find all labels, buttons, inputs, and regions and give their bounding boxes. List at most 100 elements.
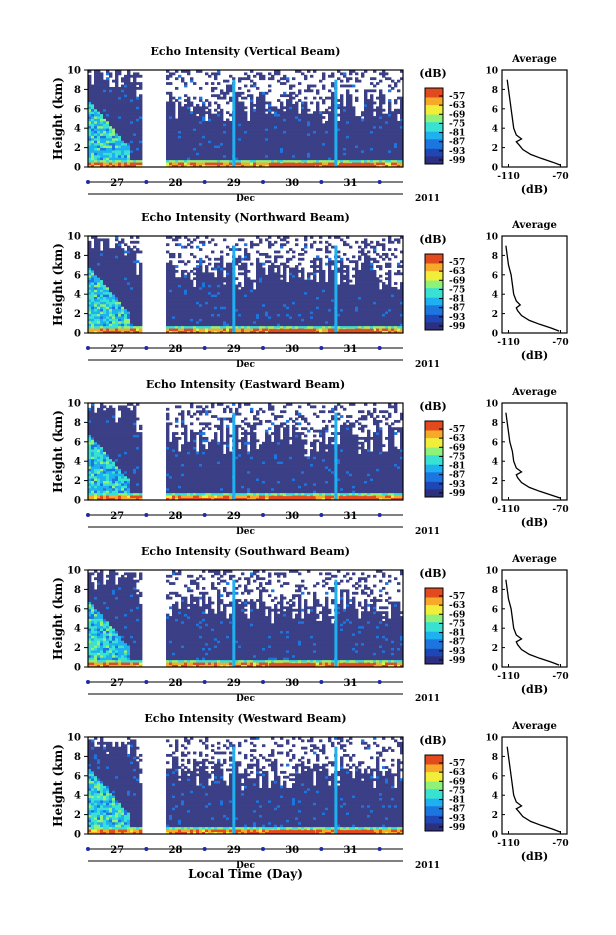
heatmap-cell [94, 157, 97, 160]
heatmap-cell [256, 265, 259, 268]
x-tick-label: 31 [344, 178, 358, 189]
heatmap-cell [274, 282, 277, 285]
heatmap-cell [112, 275, 115, 278]
heatmap-cell [94, 97, 97, 100]
heatmap-cell [265, 299, 268, 302]
heatmap-cell [124, 152, 127, 155]
heatmap-cell [259, 94, 262, 97]
heatmap-cell [289, 150, 292, 153]
heatmap-cell [283, 318, 286, 321]
heatmap-cell [136, 104, 139, 107]
heatmap-cell [178, 143, 181, 146]
heatmap-cell [268, 241, 271, 244]
heatmap-cell [109, 99, 112, 102]
heatmap-cell [193, 318, 196, 321]
heatmap-cell [220, 287, 223, 290]
heatmap-cell [217, 133, 220, 136]
heatmap-cell [103, 160, 106, 163]
heatmap-cell [286, 321, 289, 324]
heatmap-cell [268, 85, 271, 88]
heatmap-cell [127, 297, 130, 300]
heatmap-cell [262, 272, 265, 275]
heatmap-cell [244, 326, 247, 329]
heatmap-cell [118, 109, 121, 112]
heatmap-cell [229, 114, 232, 117]
heatmap-cell [277, 152, 280, 155]
heatmap-cell [268, 126, 271, 129]
heatmap-cell [193, 160, 196, 163]
heatmap-cell [130, 150, 133, 153]
heatmap-cell [322, 99, 325, 102]
heatmap-cell [367, 126, 370, 129]
heatmap-cell [112, 263, 115, 266]
heatmap-cell [364, 131, 367, 134]
heatmap-cell [214, 131, 217, 134]
heatmap-cell [118, 94, 121, 97]
heatmap-cell [190, 321, 193, 324]
heatmap-cell [106, 94, 109, 97]
heatmap-cell [166, 318, 169, 321]
heatmap-cell [349, 148, 352, 151]
heatmap-cell [244, 255, 247, 258]
heatmap-cell [184, 162, 187, 165]
heatmap-cell [244, 128, 247, 131]
heatmap-cell [196, 287, 199, 290]
heatmap-cell [349, 155, 352, 158]
heatmap-cell [307, 116, 310, 119]
heatmap-cell [331, 148, 334, 151]
heatmap-cell [295, 114, 298, 117]
heatmap-cell [349, 121, 352, 124]
heatmap-cell [304, 89, 307, 92]
heatmap-cell [238, 272, 241, 275]
heatmap-cell [199, 109, 202, 112]
heatmap-cell [241, 143, 244, 146]
heatmap-cell [115, 72, 118, 75]
heatmap-cell [118, 131, 121, 134]
heatmap-cell [94, 255, 97, 258]
heatmap-cell [211, 277, 214, 280]
heatmap-cell [106, 326, 109, 329]
heatmap-cell [253, 309, 256, 312]
heatmap-cell [124, 119, 127, 122]
heatmap-cell [202, 131, 205, 134]
heatmap-cell [208, 145, 211, 148]
heatmap-cell [175, 282, 178, 285]
heatmap-cell [277, 251, 280, 254]
heatmap-cell [115, 311, 118, 314]
heatmap-cell [166, 126, 169, 129]
heatmap-cell [205, 135, 208, 138]
heatmap-cell [202, 243, 205, 246]
heatmap-cell [241, 111, 244, 114]
heatmap-cell [262, 143, 265, 146]
heatmap-cell [256, 126, 259, 129]
heatmap-cell [187, 318, 190, 321]
heatmap-cell [190, 155, 193, 158]
heatmap-cell [100, 85, 103, 88]
heatmap-cell [277, 145, 280, 148]
heatmap-cell [100, 150, 103, 153]
heatmap-cell [124, 285, 127, 288]
heatmap-cell [361, 150, 364, 153]
heatmap-cell [379, 162, 382, 165]
heatmap-cell [346, 131, 349, 134]
heatmap-cell [100, 155, 103, 158]
heatmap-cell [172, 294, 175, 297]
heatmap-cell [124, 299, 127, 302]
heatmap-cell [304, 114, 307, 117]
heatmap-cell [235, 138, 238, 141]
heatmap-cell [136, 285, 139, 288]
heatmap-cell [253, 140, 256, 143]
heatmap-cell [271, 304, 274, 307]
heatmap-cell [274, 145, 277, 148]
heatmap-cell [259, 150, 262, 153]
heatmap-cell [202, 277, 205, 280]
heatmap-cell [130, 82, 133, 85]
heatmap-cell [175, 150, 178, 153]
heatmap-cell [250, 85, 253, 88]
heatmap-cell [283, 160, 286, 163]
heatmap-cell [169, 92, 172, 95]
heatmap-cell [346, 155, 349, 158]
heatmap-cell [100, 121, 103, 124]
heatmap-cell [169, 289, 172, 292]
heatmap-cell [283, 263, 286, 266]
